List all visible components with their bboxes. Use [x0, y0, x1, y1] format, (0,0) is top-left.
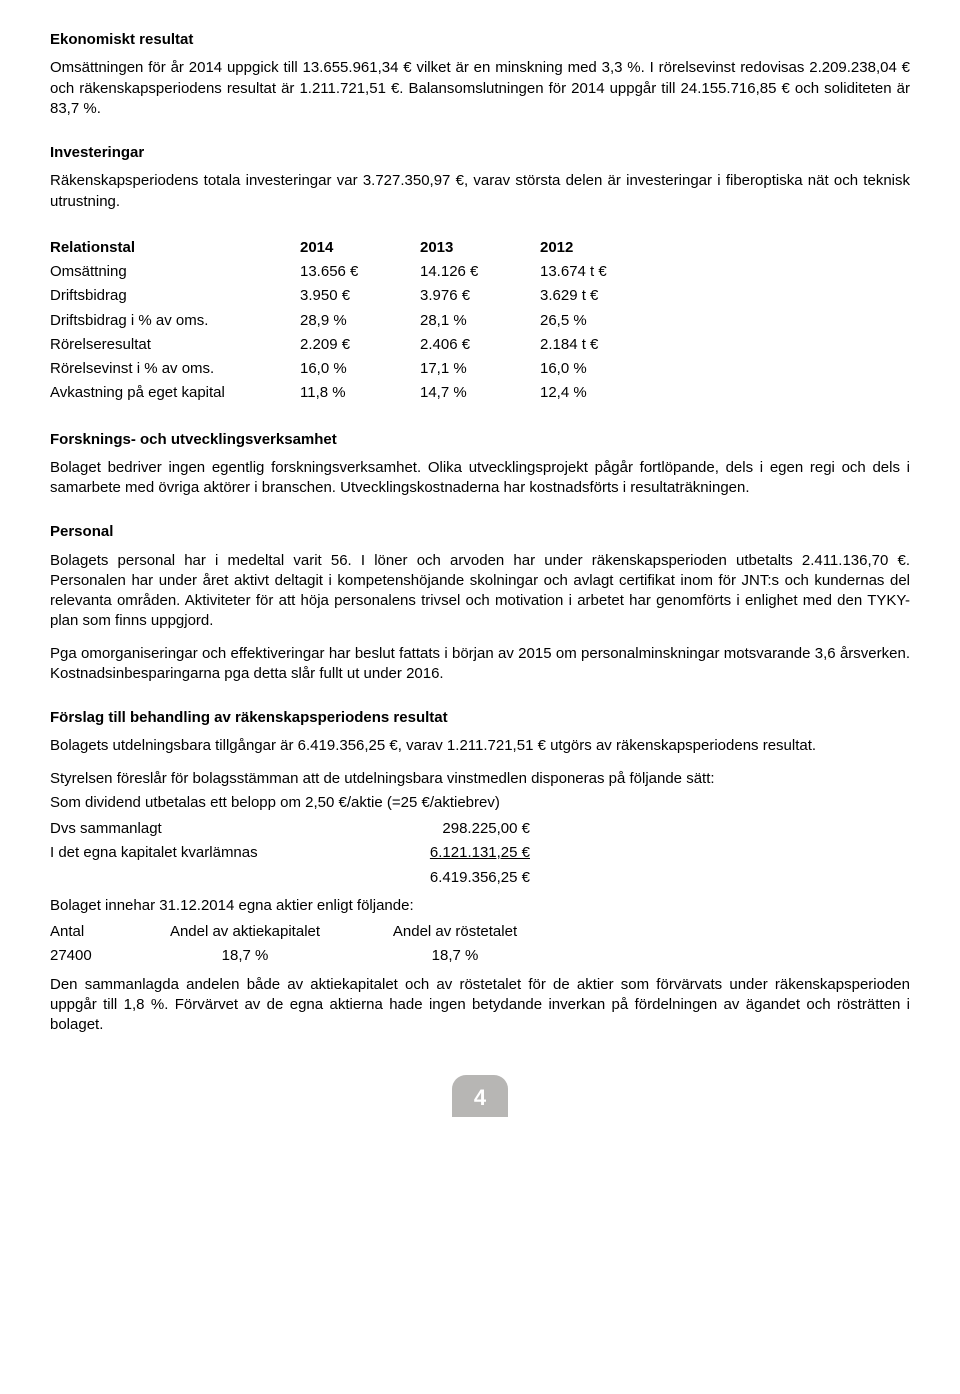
ratio-value: 3.629 t €	[540, 284, 660, 308]
table-row: I det egna kapitalet kvarlämnas 6.121.13…	[50, 841, 530, 865]
ratio-value: 2.184 t €	[540, 333, 660, 357]
table-row: Antal Andel av aktiekapitalet Andel av r…	[50, 920, 560, 944]
ratio-value: 13.674 t €	[540, 260, 660, 284]
shares-value: 18,7 %	[350, 944, 560, 968]
ratio-label: Omsättning	[50, 260, 300, 284]
dist-value: 6.419.356,25 €	[350, 866, 530, 890]
ratio-value: 3.976 €	[420, 284, 540, 308]
ratio-label: Driftsbidrag	[50, 284, 300, 308]
table-row: Driftsbidrag i % av oms. 28,9 % 28,1 % 2…	[50, 309, 660, 333]
shares-table: Antal Andel av aktiekapitalet Andel av r…	[50, 920, 560, 969]
dist-label: Dvs sammanlagt	[50, 817, 350, 841]
dist-label	[50, 866, 350, 890]
ratio-value: 14,7 %	[420, 381, 540, 405]
table-row: Driftsbidrag 3.950 € 3.976 € 3.629 t €	[50, 284, 660, 308]
ratios-year: 2013	[420, 236, 540, 260]
ratio-value: 16,0 %	[300, 357, 420, 381]
text-proposal-4: Bolaget innehar 31.12.2014 egna aktier e…	[50, 896, 910, 916]
ratio-value: 16,0 %	[540, 357, 660, 381]
ratio-value: 2.209 €	[300, 333, 420, 357]
table-row: 27400 18,7 % 18,7 %	[50, 944, 560, 968]
ratio-label: Rörelsevinst i % av oms.	[50, 357, 300, 381]
page-number-badge: 4	[452, 1075, 508, 1117]
ratio-value: 2.406 €	[420, 333, 540, 357]
text-personnel-1: Bolagets personal har i medeltal varit 5…	[50, 551, 910, 632]
ratio-value: 26,5 %	[540, 309, 660, 333]
ratio-value: 17,1 %	[420, 357, 540, 381]
ratio-label: Rörelseresultat	[50, 333, 300, 357]
ratio-label: Driftsbidrag i % av oms.	[50, 309, 300, 333]
heading-investments: Investeringar	[50, 143, 910, 163]
distribution-table: Dvs sammanlagt 298.225,00 € I det egna k…	[50, 817, 530, 890]
table-row: Relationstal 2014 2013 2012	[50, 236, 660, 260]
ratios-heading: Relationstal	[50, 236, 300, 260]
ratios-year: 2012	[540, 236, 660, 260]
section-ratios: Relationstal 2014 2013 2012 Omsättning 1…	[50, 236, 910, 406]
ratio-value: 28,1 %	[420, 309, 540, 333]
ratios-table: Relationstal 2014 2013 2012 Omsättning 1…	[50, 236, 660, 406]
heading-economic-result: Ekonomiskt resultat	[50, 30, 910, 50]
ratio-value: 11,8 %	[300, 381, 420, 405]
section-investments: Investeringar Räkenskapsperiodens totala…	[50, 143, 910, 212]
text-investments: Räkenskapsperiodens totala investeringar…	[50, 171, 910, 212]
heading-proposal: Förslag till behandling av räkenskapsper…	[50, 708, 910, 728]
heading-rnd: Forsknings- och utvecklingsverksamhet	[50, 430, 910, 450]
section-proposal: Förslag till behandling av räkenskapsper…	[50, 708, 910, 1035]
dist-value: 298.225,00 €	[350, 817, 530, 841]
table-row: Avkastning på eget kapital 11,8 % 14,7 %…	[50, 381, 660, 405]
shares-value: 27400	[50, 944, 140, 968]
dist-label: I det egna kapitalet kvarlämnas	[50, 841, 350, 865]
text-personnel-2: Pga omorganiseringar och effektiveringar…	[50, 644, 910, 685]
text-proposal-5: Den sammanlagda andelen både av aktiekap…	[50, 975, 910, 1036]
text-rnd: Bolaget bedriver ingen egentlig forsknin…	[50, 458, 910, 499]
ratio-value: 28,9 %	[300, 309, 420, 333]
shares-header: Andel av aktiekapitalet	[140, 920, 350, 944]
ratio-label: Avkastning på eget kapital	[50, 381, 300, 405]
ratio-value: 13.656 €	[300, 260, 420, 284]
table-row: Rörelseresultat 2.209 € 2.406 € 2.184 t …	[50, 333, 660, 357]
ratios-year: 2014	[300, 236, 420, 260]
shares-value: 18,7 %	[140, 944, 350, 968]
heading-personnel: Personal	[50, 522, 910, 542]
ratio-value: 14.126 €	[420, 260, 540, 284]
shares-header: Antal	[50, 920, 140, 944]
dist-value: 6.121.131,25 €	[350, 841, 530, 865]
section-rnd: Forsknings- och utvecklingsverksamhet Bo…	[50, 430, 910, 499]
section-economic-result: Ekonomiskt resultat Omsättningen för år …	[50, 30, 910, 119]
table-row: Dvs sammanlagt 298.225,00 €	[50, 817, 530, 841]
shares-header: Andel av röstetalet	[350, 920, 560, 944]
ratio-value: 3.950 €	[300, 284, 420, 308]
page-footer: 4	[50, 1075, 910, 1117]
ratio-value: 12,4 %	[540, 381, 660, 405]
text-proposal-3: Som dividend utbetalas ett belopp om 2,5…	[50, 793, 910, 813]
text-proposal-2: Styrelsen föreslår för bolagsstämman att…	[50, 769, 910, 789]
table-row: Rörelsevinst i % av oms. 16,0 % 17,1 % 1…	[50, 357, 660, 381]
table-row: 6.419.356,25 €	[50, 866, 530, 890]
text-proposal-1: Bolagets utdelningsbara tillgångar är 6.…	[50, 736, 910, 756]
section-personnel: Personal Bolagets personal har i medelta…	[50, 522, 910, 684]
text-economic-result: Omsättningen för år 2014 uppgick till 13…	[50, 58, 910, 119]
table-row: Omsättning 13.656 € 14.126 € 13.674 t €	[50, 260, 660, 284]
